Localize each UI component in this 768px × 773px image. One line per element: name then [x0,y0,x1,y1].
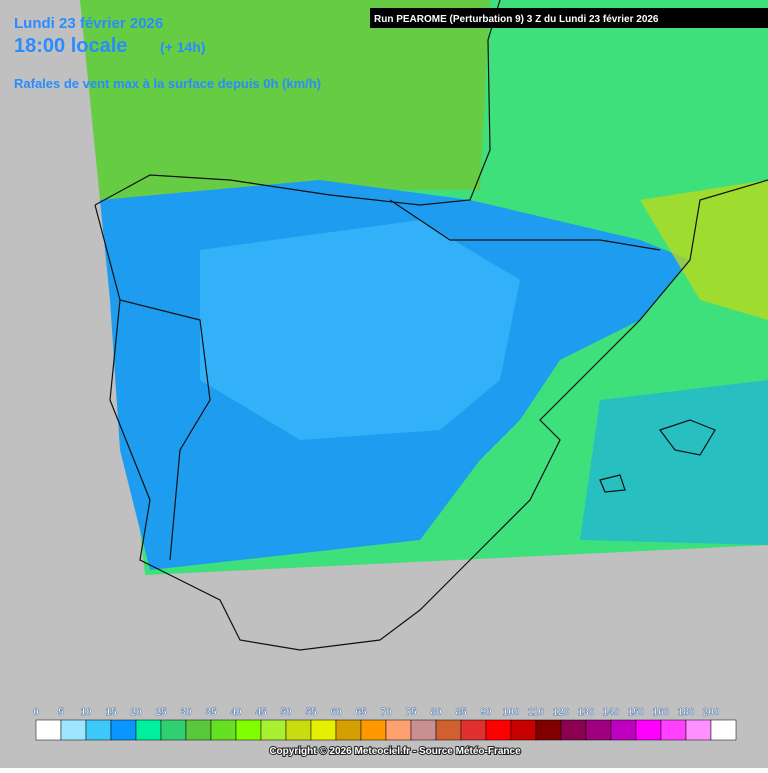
subtitle: Rafales de vent max à la surface depuis … [14,76,321,91]
legend-swatch [410,719,437,741]
ibiza [599,474,626,493]
offset: (+ 14h) [160,39,206,55]
legend-swatch [685,719,712,741]
legend-label: 60 [330,707,342,718]
legend-swatch [35,719,62,741]
legend-swatch [635,719,662,741]
legend-label: 50 [280,707,292,718]
legend-label: 10 [80,707,92,718]
date: Lundi 23 février 2026 [14,15,163,32]
legend-swatch [560,719,587,741]
legend-label: 40 [230,707,242,718]
legend-label: 55 [305,707,317,718]
legend-label: 85 [455,707,467,718]
legend-label: 20 [130,707,142,718]
legend-label: 35 [205,707,217,718]
mallorca [659,419,716,456]
legend-label: 25 [155,707,167,718]
legend-swatch [235,719,262,741]
north-coast [94,0,501,206]
gulf-lion-area [640,180,768,320]
legend-label: 30 [180,707,192,718]
legend-label: 160 [653,707,670,718]
iberia-coast [94,179,768,651]
plateau-area [200,220,520,440]
run-bar [370,8,768,28]
legend-swatch [535,719,562,741]
balearic-sea-area [580,380,768,545]
legend-swatch [385,719,412,741]
legend-swatch [310,719,337,741]
legend-swatch [360,719,387,741]
coastlines [94,0,768,651]
legend: 0 5 10 15 20 25 30 35 40 45 50 55 60 65 70 75 80 85 90 100 1… [33,707,737,741]
legend-label: 0 [33,707,39,718]
legend-swatch [85,719,112,741]
legend-swatch [285,719,312,741]
legend-swatch [210,719,237,741]
legend-label: 100 [503,707,520,718]
pyrenees-border [389,199,661,251]
legend-label: 75 [405,707,417,718]
legend-swatch [710,719,737,741]
legend-label: 15 [105,707,117,718]
legend-swatch [660,719,687,741]
legend-label: 80 [430,707,442,718]
legend-swatch [135,719,162,741]
legend-swatch [510,719,537,741]
legend-swatch [60,719,87,741]
legend-label: 90 [480,707,492,718]
run-label: Run PEAROME (Perturbation 9) 3 Z du Lund… [374,14,659,25]
portugal-border [119,299,211,561]
legend-label: 70 [380,707,392,718]
legend-label: 120 [553,707,570,718]
legend-swatch [260,719,287,741]
legend-swatch [160,719,187,741]
legend-swatch [610,719,637,741]
time: 18:00 locale [14,35,127,57]
legend-swatch [460,719,487,741]
biscay-area [80,0,490,200]
legend-label: 5 [58,707,64,718]
legend-label: 200 [703,707,720,718]
legend-label: 180 [678,707,695,718]
legend-label: 45 [255,707,267,718]
legend-swatch [485,719,512,741]
legend-swatch [335,719,362,741]
legend-label: 130 [578,707,595,718]
legend-swatch [110,719,137,741]
legend-swatch [585,719,612,741]
legend-label: 140 [603,707,620,718]
legend-swatch [435,719,462,741]
legend-label: 65 [355,707,367,718]
legend-label: 150 [628,707,645,718]
legend-label: 110 [528,707,545,718]
legend-swatch [185,719,212,741]
copyright: Copyright © 2026 Meteociel.fr - Source M… [269,746,521,757]
